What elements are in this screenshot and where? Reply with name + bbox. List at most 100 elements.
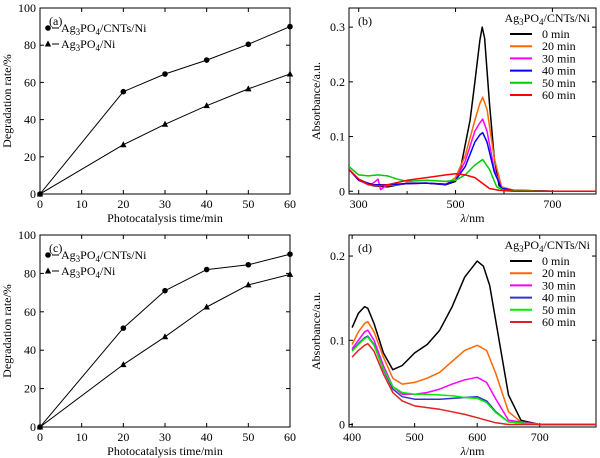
text-part: Ag <box>61 37 76 51</box>
legend-entry: 60 min <box>542 88 576 102</box>
data-point <box>36 190 44 197</box>
x-tick-label: 40 <box>201 197 213 211</box>
text-part: Ag <box>504 11 519 25</box>
x-tick-label: 500 <box>406 430 424 444</box>
y-tick-label: 80 <box>24 38 36 52</box>
sub-text: 4 <box>96 254 101 264</box>
legend-entry: 30 min <box>542 278 576 292</box>
sub-text: 4 <box>96 270 101 280</box>
text-part: PO <box>524 238 540 252</box>
legend-marker <box>45 25 51 31</box>
y-tick-label: 0 <box>30 187 36 201</box>
text-part: Ag <box>61 248 76 262</box>
series-line-3 <box>349 131 596 193</box>
legend-entry: Ag3PO4/CNTs/Ni <box>61 248 147 264</box>
y-tick-label: 0 <box>339 417 345 431</box>
data-point <box>245 281 252 288</box>
data-point <box>162 71 168 77</box>
y-tick-label: 100 <box>18 228 36 242</box>
data-point <box>203 57 210 63</box>
data-point <box>162 287 168 294</box>
data-point <box>287 23 293 30</box>
series-line-0 <box>40 26 290 194</box>
text-part: Ag <box>61 21 76 35</box>
legend-entry: 40 min <box>542 64 576 78</box>
x-tick-label: 50 <box>242 197 254 211</box>
x-axis-label-symbol: λ <box>460 444 466 458</box>
x-tick-label: 10 <box>76 197 88 211</box>
x-tick-label: 10 <box>76 430 88 444</box>
panel-label: (b) <box>358 14 372 28</box>
text-part: PO <box>524 11 540 25</box>
series-line-5 <box>351 342 596 426</box>
legend-entry: 60 min <box>542 315 576 329</box>
text-part: /Ni <box>100 37 116 51</box>
data-point <box>203 102 210 109</box>
legend-entry: Ag3PO4/Ni <box>61 37 116 53</box>
plot-area <box>349 26 596 193</box>
data-point <box>203 303 210 310</box>
y-axis-label: Degradation rate/% <box>0 54 14 148</box>
y-tick-label: 0.1 <box>330 333 345 347</box>
y-tick-label: 60 <box>24 305 36 319</box>
legend-entry: 40 min <box>542 291 576 305</box>
legend-title: Ag3PO4/CNTs/Ni <box>504 238 590 254</box>
text-part: Ag <box>504 238 519 252</box>
panel-c: 0 10 20 30 40 50 60 0 20 40 60 80 100 (c) Degradation … <box>0 228 296 458</box>
text-part: PO <box>80 21 96 35</box>
data-point <box>245 85 252 92</box>
data-point <box>161 120 169 127</box>
plot-area <box>351 260 596 426</box>
data-point <box>120 141 127 148</box>
x-axis-label-unit: /nm <box>466 444 485 458</box>
y-tick-label: 40 <box>24 343 36 357</box>
x-tick-label: 300 <box>350 197 368 211</box>
y-axis-label: Absorbance/a.u. <box>309 292 323 370</box>
legend-entry: 0 min <box>542 254 570 268</box>
data-point <box>287 251 293 257</box>
legend-marker <box>44 267 52 274</box>
y-tick-label: 20 <box>24 382 36 396</box>
text-part: PO <box>80 37 96 51</box>
text-part: /CNTs/Ni <box>100 21 147 35</box>
legend-entry: 20 min <box>542 39 576 53</box>
sub-text: 4 <box>96 27 101 37</box>
x-tick-label: 400 <box>343 430 361 444</box>
sub-text: 3 <box>76 27 81 37</box>
sub-text: 3 <box>76 254 81 264</box>
sub-text: 3 <box>519 17 524 27</box>
x-tick-label: 20 <box>117 197 129 211</box>
data-point <box>286 270 294 277</box>
text-part: Ag <box>61 264 76 278</box>
series-line-5 <box>349 168 596 193</box>
series-line-0 <box>351 260 596 426</box>
panel-b: 300 500 700 0 0.1 0.2 0.3 (b) Absorbance/a.u. λ/n… <box>309 7 597 225</box>
panel-label: (d) <box>358 241 372 255</box>
text-part: /CNTs/Ni <box>544 11 591 25</box>
sub-text: 4 <box>539 244 544 254</box>
x-axis-label: Photocatalysis time/min <box>107 444 223 458</box>
series-line-4 <box>349 158 596 193</box>
text-part: /CNTs/Ni <box>100 248 147 262</box>
x-tick-label: 0 <box>37 430 43 444</box>
data-point <box>161 333 169 340</box>
sub-text: 3 <box>76 43 81 53</box>
data-point <box>36 423 44 430</box>
panel-label: (a) <box>49 14 62 28</box>
x-tick-label: 700 <box>531 430 549 444</box>
text-part: /Ni <box>100 264 116 278</box>
y-tick-label: 0.3 <box>330 20 345 34</box>
series-line-1 <box>40 273 290 427</box>
text-part: PO <box>80 264 96 278</box>
y-axis-label: Absorbance/a.u. <box>309 62 323 140</box>
x-tick-label: 60 <box>284 197 296 211</box>
x-tick-label: 0 <box>37 197 43 211</box>
legend-entry: 0 min <box>542 27 570 41</box>
legend-entry: 30 min <box>542 51 576 65</box>
x-tick-label: 60 <box>284 430 296 444</box>
text-part: /CNTs/Ni <box>544 238 591 252</box>
x-tick-label: 50 <box>242 430 254 444</box>
data-point <box>286 70 294 77</box>
panel-a: 0 10 20 30 40 50 60 0 20 40 60 80 100 (a) Degradation … <box>0 1 296 225</box>
